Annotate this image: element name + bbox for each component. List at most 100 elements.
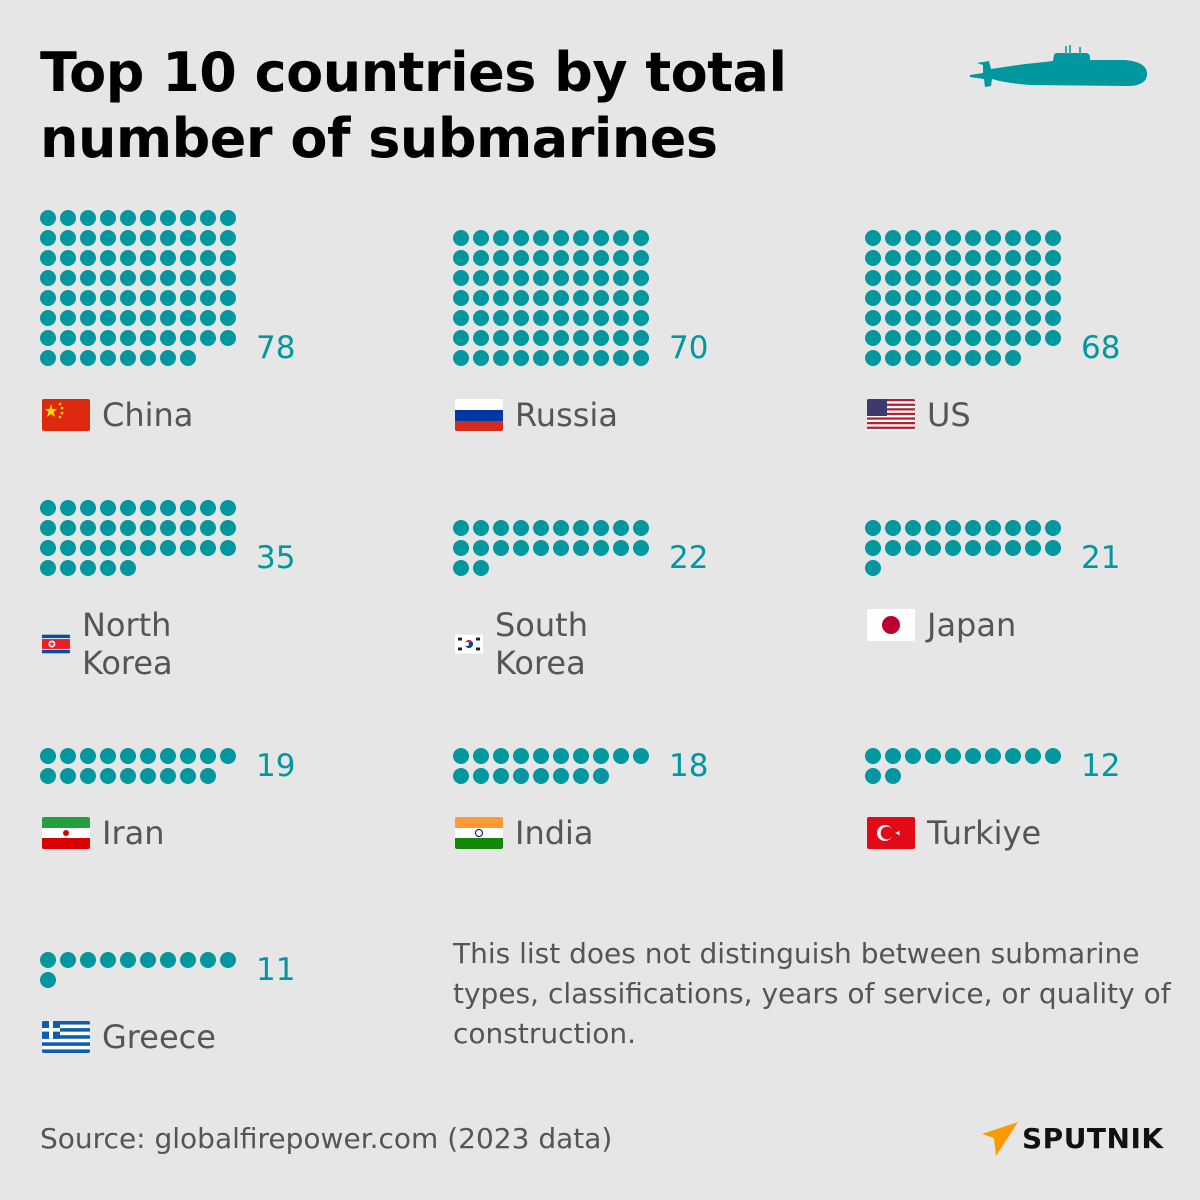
submarine-dot — [160, 520, 176, 536]
submarine-dot — [140, 250, 156, 266]
submarine-dot — [885, 350, 901, 366]
submarine-dot — [493, 290, 509, 306]
submarine-dot — [965, 270, 981, 286]
submarine-dot — [200, 520, 216, 536]
submarine-dot — [40, 768, 56, 784]
submarine-dot — [200, 250, 216, 266]
value-label: 18 — [669, 748, 709, 784]
submarine-dot — [120, 210, 136, 226]
submarine-dot — [60, 290, 76, 306]
submarine-dot — [453, 540, 469, 556]
submarine-dot — [513, 310, 529, 326]
submarine-dot — [1045, 310, 1061, 326]
submarine-dot — [945, 310, 961, 326]
submarine-dot — [493, 310, 509, 326]
submarine-dot — [493, 330, 509, 346]
submarine-dot — [140, 330, 156, 346]
submarine-dot — [220, 290, 236, 306]
submarine-dot — [965, 748, 981, 764]
submarine-dot — [573, 330, 589, 346]
submarine-dot — [40, 230, 56, 246]
submarine-dot — [40, 250, 56, 266]
flag-north-korea-icon — [42, 634, 70, 654]
submarine-dot — [885, 310, 901, 326]
submarine-dot — [593, 250, 609, 266]
submarine-dot — [493, 520, 509, 536]
submarine-dot — [60, 330, 76, 346]
sputnik-logo: SPUTNIK — [982, 1120, 1164, 1156]
submarine-dot — [1045, 290, 1061, 306]
submarine-dot — [633, 540, 649, 556]
submarine-dot — [553, 540, 569, 556]
submarine-dot — [613, 748, 629, 764]
submarine-dot — [865, 560, 881, 576]
country-name: Iran — [102, 814, 165, 852]
submarine-dot — [80, 290, 96, 306]
submarine-dot — [120, 748, 136, 764]
submarine-dot — [80, 500, 96, 516]
submarine-dot — [553, 330, 569, 346]
submarine-dot — [885, 768, 901, 784]
submarine-dot — [453, 350, 469, 366]
title-line-1: Top 10 countries by total — [40, 41, 787, 104]
submarine-dot — [1025, 540, 1041, 556]
submarine-dot — [40, 210, 56, 226]
submarine-dot — [573, 768, 589, 784]
submarine-dot — [905, 330, 921, 346]
submarine-dot — [1005, 270, 1021, 286]
submarine-dot — [100, 310, 116, 326]
submarine-dot — [1025, 290, 1041, 306]
value-label: 19 — [256, 748, 296, 784]
submarine-dot — [60, 540, 76, 556]
submarine-dot — [200, 290, 216, 306]
submarine-dot — [120, 768, 136, 784]
submarine-dot — [613, 350, 629, 366]
submarine-dot — [925, 290, 941, 306]
submarine-dot — [473, 768, 489, 784]
submarine-dot — [200, 270, 216, 286]
submarine-dot — [1025, 310, 1041, 326]
submarine-dot — [60, 560, 76, 576]
submarine-dot — [593, 768, 609, 784]
submarine-dot — [160, 310, 176, 326]
submarine-dot — [453, 270, 469, 286]
country-name: North Korea — [81, 606, 173, 682]
submarine-dot — [120, 952, 136, 968]
submarine-dot — [865, 310, 881, 326]
logo-text: SPUTNIK — [1022, 1121, 1164, 1155]
submarine-dot — [200, 210, 216, 226]
submarine-dot — [865, 230, 881, 246]
submarine-dot — [140, 210, 156, 226]
submarine-dot — [120, 250, 136, 266]
submarine-dot — [925, 230, 941, 246]
country-name: US — [927, 396, 971, 434]
submarine-dot — [40, 560, 56, 576]
submarine-dot — [140, 768, 156, 784]
submarine-dot — [553, 310, 569, 326]
submarine-dot — [513, 350, 529, 366]
submarine-dot — [1005, 310, 1021, 326]
submarine-dot — [180, 230, 196, 246]
value-label: 78 — [256, 330, 296, 366]
submarine-dot — [925, 350, 941, 366]
flag-south-korea-icon — [455, 634, 483, 654]
submarine-dot — [100, 540, 116, 556]
submarine-dot — [60, 520, 76, 536]
submarine-dot — [160, 270, 176, 286]
submarine-dot — [985, 230, 1001, 246]
submarine-dot — [1025, 270, 1041, 286]
submarine-dot — [865, 768, 881, 784]
submarine-dot — [1045, 250, 1061, 266]
submarine-dot — [965, 350, 981, 366]
submarine-dot — [100, 748, 116, 764]
submarine-dot — [60, 250, 76, 266]
submarine-dot — [513, 290, 529, 306]
submarine-dot — [40, 350, 56, 366]
country-label: Turkiye — [867, 814, 1041, 852]
submarine-dot — [100, 290, 116, 306]
country-label: Russia — [455, 396, 618, 434]
submarine-dot — [513, 330, 529, 346]
submarine-dot — [905, 230, 921, 246]
submarine-dot — [160, 768, 176, 784]
submarine-dot — [180, 748, 196, 764]
